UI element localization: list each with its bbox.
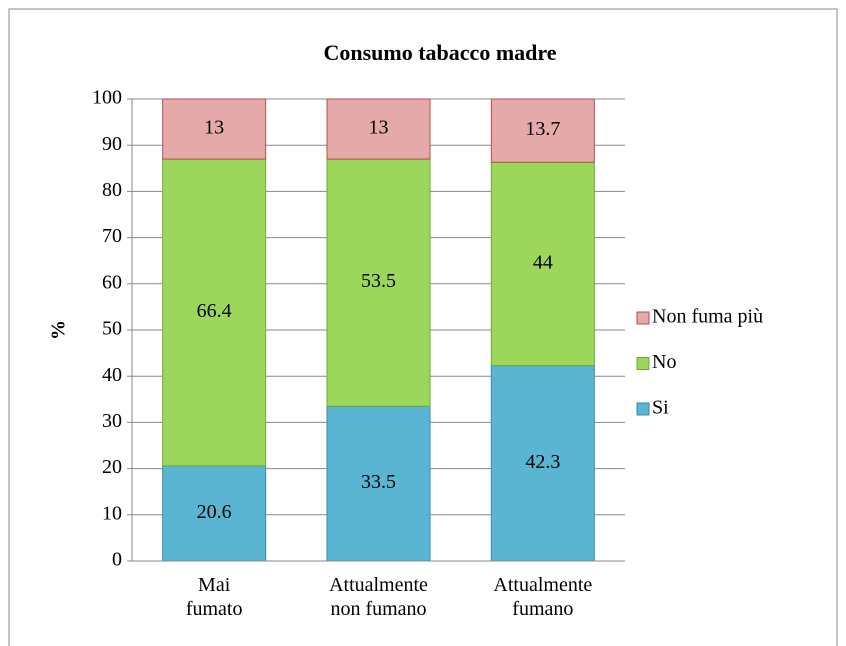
chart-title: Consumo tabacco madre — [323, 40, 556, 65]
x-tick-label: Attualmente fumano — [493, 574, 593, 620]
data-label: 44 — [533, 252, 553, 274]
legend-label: Non fuma più — [652, 306, 763, 328]
y-tick-label: 10 — [102, 502, 122, 524]
legend-swatch — [636, 357, 650, 370]
bar-segment — [162, 98, 267, 160]
legend-swatch — [636, 402, 650, 416]
data-label: 13.7 — [525, 118, 560, 140]
data-label: 66.4 — [197, 300, 232, 322]
y-tick-label: 60 — [102, 271, 122, 293]
x-tick-label: Mai fumato — [185, 574, 243, 620]
y-tick-label: 50 — [102, 318, 122, 340]
data-label: 53.5 — [361, 270, 396, 292]
legend-swatch — [636, 311, 650, 325]
y-tick-label: 90 — [102, 133, 122, 155]
data-label: 42.3 — [525, 451, 560, 473]
data-label: 13 — [369, 117, 389, 139]
bar-segment — [490, 161, 595, 367]
y-tick-label: 20 — [102, 456, 122, 478]
chart-frame — [8, 8, 838, 646]
data-label: 13 — [204, 117, 224, 139]
bar-segment — [490, 365, 595, 562]
bar-segment — [326, 405, 431, 562]
y-tick-label: 40 — [102, 364, 122, 386]
x-tick-label: Attualmente non fumano — [329, 574, 428, 620]
data-label: 33.5 — [361, 471, 396, 493]
y-tick-label: 80 — [102, 179, 122, 201]
bar-segment — [490, 98, 595, 163]
data-label: 20.6 — [197, 501, 232, 523]
y-tick-label: 0 — [112, 549, 122, 571]
bar-segment — [326, 158, 431, 407]
y-axis-label: % — [48, 320, 70, 340]
y-tick-label: 70 — [102, 225, 122, 247]
bar-segment — [326, 98, 431, 160]
y-tick-label: 30 — [102, 410, 122, 432]
bar-segment — [162, 465, 267, 562]
legend-label: Si — [652, 397, 669, 419]
y-tick-label: 100 — [92, 87, 122, 109]
legend-label: No — [652, 351, 676, 373]
bar-segment — [162, 158, 267, 467]
